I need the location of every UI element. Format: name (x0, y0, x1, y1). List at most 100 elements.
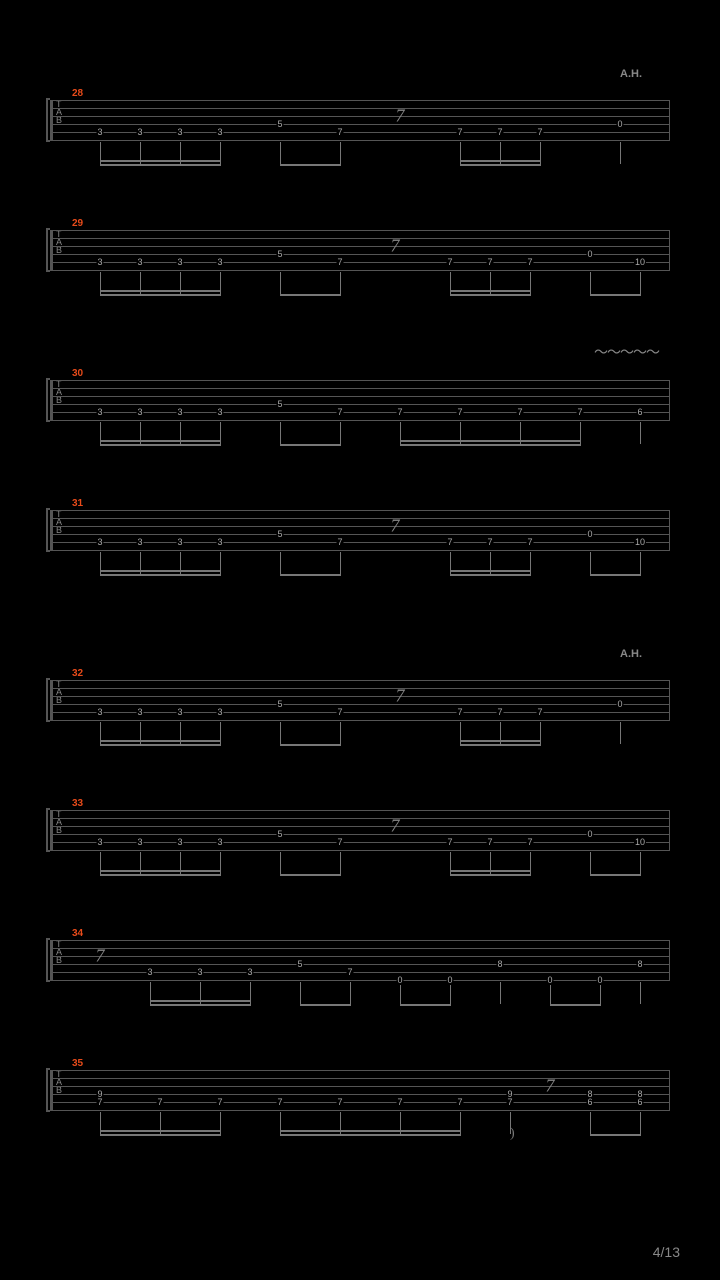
fret-number: 3 (136, 837, 143, 847)
fret-number: 3 (136, 257, 143, 267)
fret-number: 7 (336, 707, 343, 717)
fret-number: 5 (276, 699, 283, 709)
fret-number: 3 (96, 707, 103, 717)
fret-number: 7 (526, 837, 533, 847)
rest: 7 (391, 816, 400, 837)
fret-number: 5 (276, 529, 283, 539)
tab-measure: 34TAB333570080087 (50, 930, 670, 990)
fret-number: 7 (496, 127, 503, 137)
measure-number: 29 (72, 218, 83, 229)
fret-number: 3 (136, 407, 143, 417)
rest: 7 (391, 516, 400, 537)
tab-measure: 32TAB33335777707 (50, 670, 670, 730)
fret-number: 7 (336, 1097, 343, 1107)
page-number: 4/13 (653, 1244, 680, 1260)
tab-measure: 33TAB3333577770107 (50, 800, 670, 860)
fret-number: 7 (346, 967, 353, 977)
tab-measure: 31TAB3333577770107 (50, 500, 670, 560)
fret-number: 5 (276, 829, 283, 839)
fret-number: 0 (596, 975, 603, 985)
fret-number: 8 (636, 959, 643, 969)
fret-number: 5 (276, 249, 283, 259)
fret-number: 10 (634, 837, 646, 847)
rest: 7 (396, 106, 405, 127)
fret-number: 3 (216, 837, 223, 847)
fret-number: 7 (456, 127, 463, 137)
vibrato-mark: ～～～～～ (594, 342, 659, 362)
fret-number: 3 (96, 127, 103, 137)
fret-number: 7 (446, 837, 453, 847)
fret-number: 7 (506, 1097, 513, 1107)
fret-number: 7 (536, 707, 543, 717)
fret-number: 7 (526, 257, 533, 267)
fret-number: 7 (516, 407, 523, 417)
fret-number: 3 (136, 707, 143, 717)
fret-number: 0 (616, 119, 623, 129)
measure-number: 32 (72, 668, 83, 679)
fret-number: 5 (276, 119, 283, 129)
fret-number: 6 (636, 1097, 643, 1107)
measure-number: 30 (72, 368, 83, 379)
fret-number: 3 (246, 967, 253, 977)
fret-number: 7 (456, 1097, 463, 1107)
fret-number: 7 (456, 407, 463, 417)
fret-number: 0 (616, 699, 623, 709)
fret-number: 7 (396, 407, 403, 417)
fret-number: 7 (336, 837, 343, 847)
fret-number: 7 (336, 537, 343, 547)
measure-number: 33 (72, 798, 83, 809)
fret-number: 3 (196, 967, 203, 977)
fret-number: 3 (216, 407, 223, 417)
fret-number: 7 (396, 1097, 403, 1107)
fret-number: 7 (496, 707, 503, 717)
fret-number: 3 (176, 127, 183, 137)
fret-number: 7 (216, 1097, 223, 1107)
fret-number: 7 (536, 127, 543, 137)
fret-number: 8 (496, 959, 503, 969)
fret-number: 0 (586, 529, 593, 539)
fret-number: 0 (446, 975, 453, 985)
tab-measure: 28TAB33335777707 (50, 90, 670, 150)
rest: 7 (546, 1076, 555, 1097)
fret-number: 7 (276, 1097, 283, 1107)
fret-number: 7 (96, 1097, 103, 1107)
fret-number: 0 (396, 975, 403, 985)
fret-number: 5 (296, 959, 303, 969)
tab-measure: 29TAB3333577770107 (50, 220, 670, 280)
rest: 7 (391, 236, 400, 257)
fret-number: 7 (456, 707, 463, 717)
measure-number: 31 (72, 498, 83, 509)
measure-number: 34 (72, 928, 83, 939)
fret-number: 3 (146, 967, 153, 977)
fret-number: 3 (96, 407, 103, 417)
fret-number: 3 (216, 707, 223, 717)
fret-number: 3 (176, 837, 183, 847)
fret-number: 7 (486, 837, 493, 847)
fret-number: 3 (96, 537, 103, 547)
fret-number: 7 (486, 537, 493, 547)
fret-number: 7 (446, 537, 453, 547)
fret-number: 7 (486, 257, 493, 267)
fret-number: 7 (336, 407, 343, 417)
fret-number: 6 (636, 407, 643, 417)
fret-number: 3 (136, 127, 143, 137)
fret-number: 7 (576, 407, 583, 417)
rest: 7 (396, 686, 405, 707)
fret-number: 5 (276, 399, 283, 409)
fret-number: 7 (156, 1097, 163, 1107)
fret-number: 3 (216, 537, 223, 547)
fret-number: 3 (176, 537, 183, 547)
fret-number: 3 (176, 707, 183, 717)
fret-number: 3 (96, 257, 103, 267)
fret-number: 10 (634, 257, 646, 267)
fret-number: 0 (586, 249, 593, 259)
fret-number: 7 (336, 257, 343, 267)
fret-number: 7 (446, 257, 453, 267)
fret-number: 10 (634, 537, 646, 547)
tab-measure: 30TAB33335777776 (50, 370, 670, 430)
fret-number: 3 (176, 407, 183, 417)
fret-number: 7 (336, 127, 343, 137)
fret-number: 0 (586, 829, 593, 839)
rest: 7 (96, 946, 105, 967)
fret-number: 3 (216, 127, 223, 137)
